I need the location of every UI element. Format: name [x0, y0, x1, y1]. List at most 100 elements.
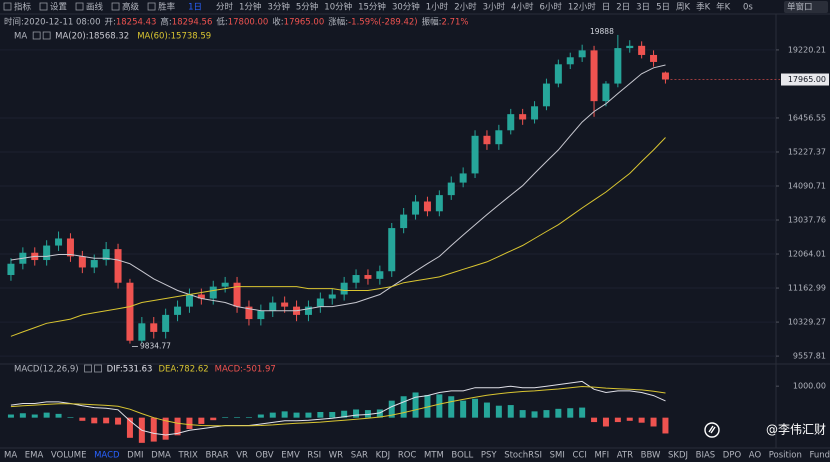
indicator-tab[interactable]: SKDJ: [668, 451, 688, 461]
indicator-tab[interactable]: WR: [329, 451, 343, 461]
tool-icon: [147, 2, 156, 11]
legend-icon: [94, 364, 102, 373]
macd-bar: [424, 394, 431, 418]
tool-button[interactable]: 画线: [86, 2, 104, 13]
indicator-tab[interactable]: CCI: [572, 451, 586, 461]
tool-icon: [75, 2, 84, 11]
period-button[interactable]: 5分钟: [296, 2, 318, 13]
indicator-tab[interactable]: BOLL: [451, 451, 473, 461]
y-tick-label: 12064.01: [788, 250, 826, 259]
period-button[interactable]: 5日: [656, 3, 670, 13]
macd-bar: [198, 417, 205, 424]
indicator-tab[interactable]: MTM: [424, 451, 444, 461]
y-tick-label: 19220.21: [788, 45, 826, 54]
candle-body: [614, 48, 622, 84]
info-value: 17800.00: [228, 18, 269, 28]
candle-body: [126, 282, 134, 341]
period-button[interactable]: 3分钟: [267, 2, 289, 13]
indicator-tab[interactable]: DMA: [151, 451, 171, 461]
period-button[interactable]: 日: [602, 3, 611, 13]
indicator-tab[interactable]: EMV: [281, 451, 300, 461]
indicator-tab[interactable]: MFI: [594, 451, 609, 461]
indicator-tab[interactable]: EMA: [25, 451, 44, 461]
indicator-tab[interactable]: StochRSI: [504, 451, 542, 461]
period-button[interactable]: 3小时: [483, 2, 506, 13]
window-button[interactable]: 单窗口: [787, 2, 813, 13]
indicator-tab[interactable]: KDJ: [376, 451, 391, 461]
candle-body: [245, 306, 253, 320]
candle-body: [471, 135, 479, 174]
candle-body: [388, 228, 396, 272]
candle-body: [459, 173, 467, 183]
tool-button[interactable]: 高级: [122, 2, 140, 13]
indicator-tab[interactable]: RSI: [307, 451, 321, 461]
indicator-tab[interactable]: SAR: [351, 451, 368, 461]
legend-icon: [32, 31, 41, 40]
period-button[interactable]: 12小时: [568, 2, 596, 13]
indicator-tab[interactable]: OBV: [256, 451, 274, 461]
macd-bar: [222, 417, 229, 418]
macd-bar: [7, 414, 14, 418]
macd-bar: [567, 408, 574, 418]
period-button[interactable]: 年K: [716, 2, 731, 13]
indicator-tab[interactable]: BIAS: [696, 451, 716, 461]
candle-body: [66, 238, 74, 257]
candle-body: [423, 201, 431, 212]
info-value: -1.59%(-289.42): [348, 18, 418, 28]
period-button[interactable]: 分时: [216, 2, 234, 13]
macd-bar: [329, 411, 336, 418]
ma-line: [10, 137, 666, 337]
candle-body: [650, 54, 658, 62]
tool-button[interactable]: 胜率: [158, 2, 176, 13]
info-label: 高:: [160, 17, 171, 28]
indicator-tab[interactable]: PSY: [481, 451, 498, 461]
macd-bar: [162, 417, 169, 440]
indicator-tab[interactable]: ROC: [398, 451, 417, 461]
period-button[interactable]: 15分钟: [358, 2, 386, 13]
candle-body: [174, 306, 182, 315]
period-button[interactable]: 3日: [636, 3, 650, 13]
macd-bar: [341, 410, 348, 418]
indicator-tab[interactable]: VOLUME: [51, 451, 87, 461]
period-button[interactable]: 2日: [616, 3, 630, 13]
macd-bar: [436, 394, 443, 418]
y-tick-label: 16456.55: [788, 113, 826, 122]
period-button[interactable]: 1分钟: [239, 2, 261, 13]
tool-button[interactable]: 设置: [50, 2, 68, 13]
indicator-tab[interactable]: ATR: [617, 451, 633, 461]
candle-body: [638, 45, 646, 55]
macd-title: MACD(12,26,9): [14, 365, 79, 375]
macd-bar: [150, 417, 157, 442]
indicator-tab[interactable]: BBW: [641, 451, 661, 461]
ma-line: [10, 64, 666, 312]
tool-button[interactable]: 指标: [14, 2, 32, 13]
period-button[interactable]: 周K: [676, 3, 691, 13]
indicator-tab[interactable]: SMI: [550, 451, 565, 461]
indicator-tab[interactable]: MA: [4, 451, 17, 461]
last-price-label: 17965.00: [788, 75, 826, 84]
indicator-tab[interactable]: DPO: [723, 451, 742, 461]
indicator-tab[interactable]: Fundflow: [809, 451, 830, 461]
indicator-tab[interactable]: AO: [749, 451, 762, 461]
candle-body: [102, 249, 110, 261]
period-button[interactable]: 季K: [696, 2, 711, 13]
indicator-tab[interactable]: TRIX: [177, 451, 198, 461]
period-button[interactable]: 2小时: [454, 2, 477, 13]
macd-bar: [174, 417, 181, 436]
period-button[interactable]: 1小时: [426, 2, 449, 13]
indicator-tab[interactable]: DMI: [127, 451, 143, 461]
period-button[interactable]: 1日: [188, 3, 202, 13]
period-button[interactable]: 30分钟: [392, 2, 420, 13]
candle-body: [447, 182, 455, 196]
candle-body: [90, 260, 98, 268]
period-button[interactable]: 4小时: [511, 2, 534, 13]
period-button[interactable]: 6小时: [539, 2, 562, 13]
candle-body: [221, 282, 229, 287]
indicator-tab[interactable]: VR: [236, 451, 248, 461]
candle-body: [78, 256, 86, 268]
indicator-tab[interactable]: Position: [769, 451, 802, 461]
indicator-tab[interactable]: BRAR: [205, 451, 228, 461]
indicator-tab[interactable]: MACD: [94, 451, 120, 461]
period-button[interactable]: 10分钟: [324, 2, 352, 13]
